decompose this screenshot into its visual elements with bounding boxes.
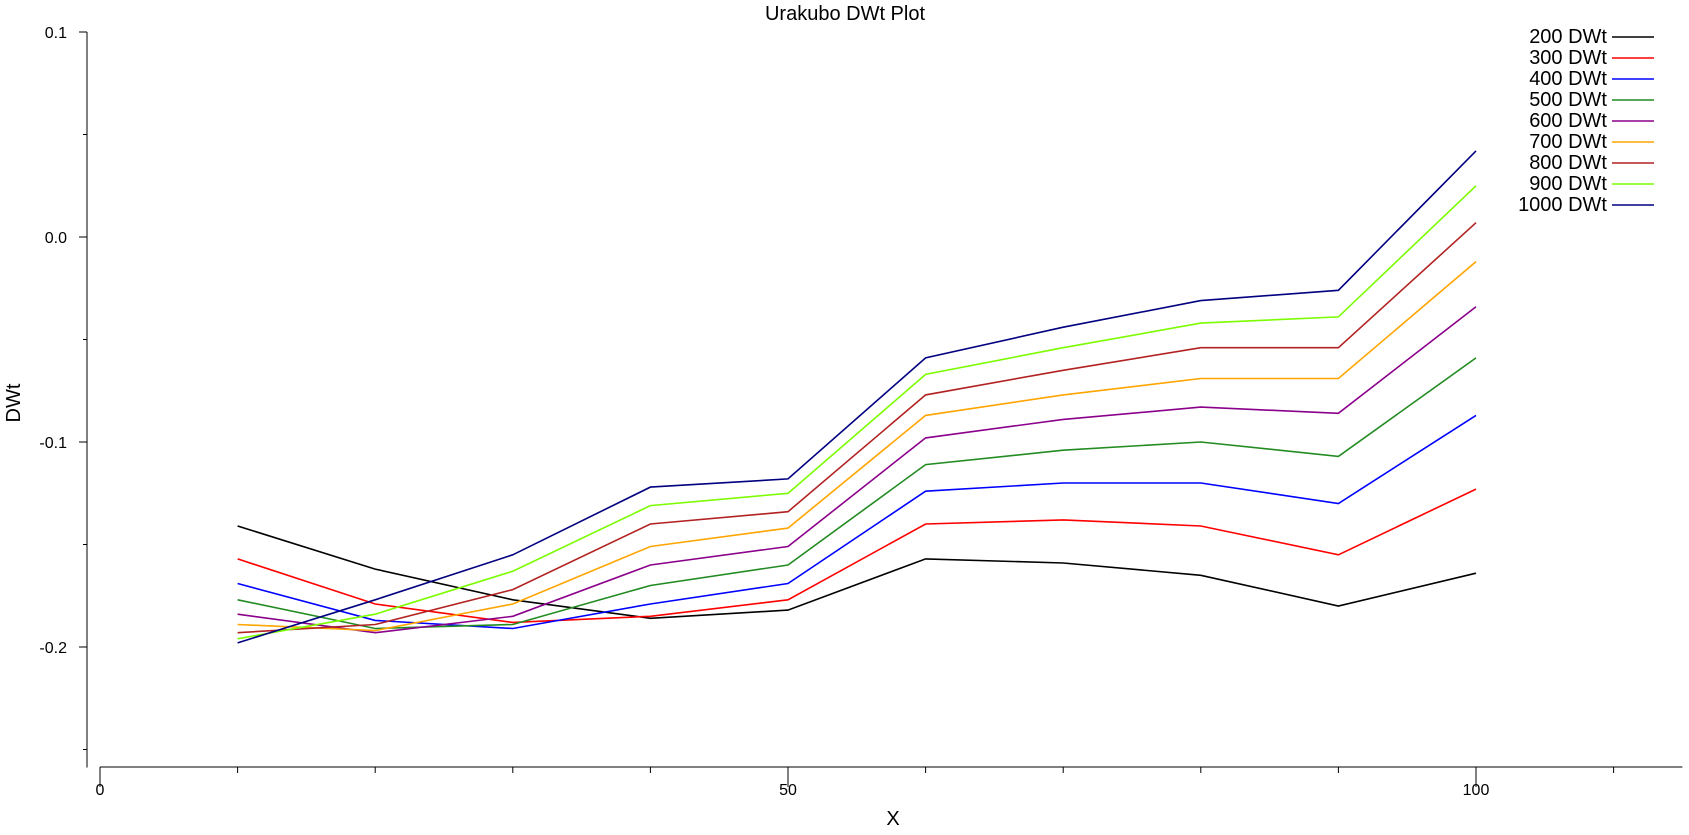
legend-label: 500 DWt [1529, 89, 1607, 111]
legend-label: 400 DWt [1529, 68, 1607, 90]
series-line-200-dwt [237, 525, 1477, 620]
y-tick-label: 0.0 [45, 230, 67, 247]
y-tick-label: 0.1 [45, 25, 67, 42]
y-tick-label: -0.2 [39, 640, 67, 657]
legend-label: 1000 DWt [1518, 194, 1607, 216]
legend-label: 300 DWt [1529, 47, 1607, 69]
series-line-600-dwt [237, 306, 1477, 634]
series-line-900-dwt [237, 185, 1477, 640]
series-line-800-dwt [237, 222, 1477, 634]
legend-label: 800 DWt [1529, 152, 1607, 174]
x-tick-label: 50 [779, 782, 797, 799]
x-tick-label: 100 [1463, 782, 1490, 799]
y-tick-label: -0.1 [39, 435, 67, 452]
series-line-1000-dwt [237, 150, 1477, 644]
x-axis-title: X [886, 808, 899, 830]
y-axis: 0.1 0.0 -0.1 -0.2 [39, 25, 88, 768]
series-line-700-dwt [237, 260, 1477, 632]
series-line-400-dwt [237, 414, 1477, 630]
x-tick-label: 0 [96, 782, 105, 799]
series-layer [237, 150, 1477, 644]
legend-label: 700 DWt [1529, 131, 1607, 153]
series-line-500-dwt [237, 357, 1477, 630]
chart-title: Urakubo DWt Plot [765, 3, 925, 25]
x-axis: 0 50 100 [96, 766, 1683, 799]
legend-label: 900 DWt [1529, 173, 1607, 195]
y-axis-title: DWt [3, 383, 25, 422]
legend-label: 600 DWt [1529, 110, 1607, 132]
legend-label: 200 DWt [1529, 26, 1607, 48]
series-line-300-dwt [237, 488, 1477, 624]
